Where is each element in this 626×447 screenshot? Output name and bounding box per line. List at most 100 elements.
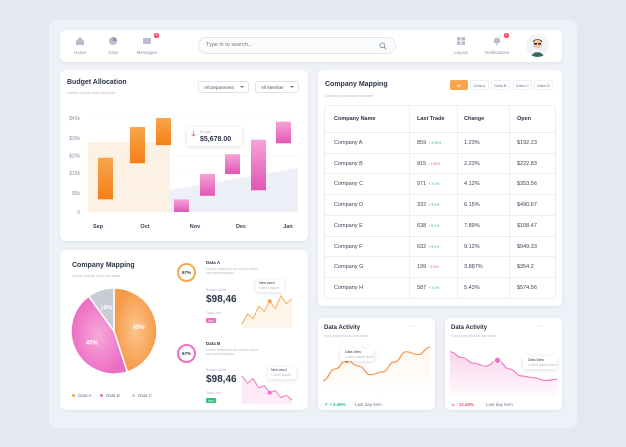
card-title: Company Mapping	[325, 81, 388, 88]
table-row[interactable]: Company G 199- 1.0% 3.887% $354.2	[325, 256, 555, 277]
sparkline-marker[interactable]	[267, 299, 272, 304]
company-name: Company B	[334, 160, 363, 167]
y-tick-label: $40k	[69, 116, 80, 122]
company-name: Company F	[334, 243, 363, 250]
data-b-tooltip-sub: Lorem ipsum	[271, 373, 292, 377]
table-row[interactable]: Company D 332 + 3.0% 6.15% $490.67	[325, 194, 555, 215]
table-row[interactable]: Company F 632 + 5.0% 9.12% $949.33	[325, 235, 555, 257]
tooltip-title: Data View	[345, 350, 361, 354]
more-options-icon[interactable]: ···	[538, 323, 543, 328]
last-trade-value: 587	[417, 284, 427, 291]
last-trade: 587 + 3.0%	[417, 285, 439, 291]
nav-layout[interactable]: Layout	[447, 36, 475, 55]
department-dropdown[interactable]: All Department	[198, 81, 249, 93]
column-divider	[457, 106, 458, 298]
search-icon[interactable]	[379, 42, 387, 50]
sparkline-marker[interactable]	[267, 390, 272, 395]
nav-home[interactable]: Home	[66, 36, 94, 55]
nav-chat[interactable]: Chat	[99, 36, 127, 55]
tab-data-d[interactable]: Data D	[534, 80, 553, 90]
activity-area	[450, 351, 557, 396]
nav-notifications[interactable]: 2 Notifications	[483, 33, 511, 55]
more-options-icon[interactable]: ···	[411, 323, 416, 328]
col-header-company[interactable]: Company Name	[334, 116, 376, 122]
last-trade: 199- 1.0%	[417, 264, 438, 270]
last-trade: 859 + 3.45%	[417, 140, 441, 146]
tab-all[interactable]: All	[450, 80, 468, 90]
last-trade-value: 199	[417, 264, 427, 271]
table-row[interactable]: Company E 638 + 6.1% 7.89% $108.47	[325, 214, 555, 236]
company-mapping-table-card: Company Mapping Lorem ipsum dolor sit am…	[318, 70, 562, 306]
data-a-value: $98,46	[206, 294, 237, 305]
activity-line-chart	[449, 351, 558, 396]
pie-slice[interactable]	[70, 295, 129, 375]
user-avatar-icon	[530, 39, 545, 57]
y-tick-label: $15k	[69, 171, 80, 177]
trend-up-badge: + 3.45%	[428, 141, 442, 145]
activity-tooltip: Data View Lorem ipsum dolor	[340, 348, 374, 361]
messages-badge: 5	[154, 33, 159, 38]
last-trade: 638 + 6.1%	[417, 223, 439, 229]
search-input[interactable]	[206, 42, 366, 48]
nav-messages[interactable]: 5 Messages	[133, 33, 161, 55]
legend-item-a[interactable]: Data A	[72, 393, 92, 398]
open-value: $354.2	[517, 264, 534, 271]
change-value: 9.12%	[464, 243, 480, 250]
budget-bar-pink[interactable]	[251, 139, 266, 191]
table-row[interactable]: Company C 971 + 4.1% 4.12% $353.56	[325, 173, 555, 194]
tooltip-value: $5,678.00	[200, 136, 232, 143]
activity-marker[interactable]	[493, 356, 502, 365]
tab-data-b[interactable]: Data B	[491, 80, 510, 90]
notifications-badge: 2	[504, 33, 509, 38]
data-a-total-label: Total Low	[206, 311, 221, 315]
data-a-tooltip-sub: Lorem ipsum	[259, 286, 280, 290]
sparkline-area	[242, 376, 292, 404]
arrow-down-icon	[191, 131, 196, 137]
data-b-sparkline	[241, 375, 293, 404]
trend-up-badge: + 5.0%	[428, 244, 440, 249]
table-row[interactable]: Company B 915- 1.05% 2.23% $222.83	[325, 152, 555, 174]
budget-bar-pink[interactable]	[200, 174, 215, 196]
trend-up-badge: + 6.1%	[428, 223, 440, 228]
tab-data-a[interactable]: Data A	[470, 80, 489, 90]
avatar[interactable]	[526, 34, 549, 57]
search-box[interactable]	[198, 37, 396, 54]
budget-bar-orange[interactable]	[98, 157, 113, 200]
card-subtitle: Lorem ipsum dolor sit amet	[325, 93, 374, 98]
budget-bar-pink[interactable]	[225, 154, 240, 175]
table-row[interactable]: Company A 859 + 3.45% 1.23% $192.23	[325, 132, 555, 153]
last-trade-value: 859	[417, 140, 427, 146]
data-a-description: Lorem imesshort foo shorts lorem sam per…	[206, 267, 259, 275]
open-value: $222.83	[517, 160, 537, 167]
chevron-down-icon	[290, 86, 294, 88]
legend-item-c[interactable]: Data C	[132, 393, 152, 398]
pie-slice-label: 10%	[100, 305, 113, 311]
y-tick-label: 0	[77, 210, 80, 216]
budget-bar-pink[interactable]	[276, 121, 291, 144]
company-name: Company A	[334, 140, 363, 146]
budget-bar-orange[interactable]	[130, 127, 145, 164]
table-row[interactable]: Company H 587 + 3.0% 5.43% $574.56	[325, 276, 555, 298]
pie-slice[interactable]	[87, 287, 115, 334]
col-header-last-trade[interactable]: Last Trade	[417, 116, 445, 122]
last-trade-value: 632	[417, 243, 427, 250]
pie-slice[interactable]	[113, 287, 158, 373]
legend-item-b[interactable]: Data B	[100, 393, 120, 398]
y-tick-label: $30k	[69, 136, 80, 142]
delta-value: + 3.49%	[329, 402, 346, 407]
sparkline-line	[241, 375, 293, 401]
tooltip-label: Budget	[200, 130, 212, 134]
budget-bar-pink[interactable]	[174, 199, 189, 212]
col-header-open[interactable]: Open	[517, 116, 532, 122]
tab-data-c[interactable]: Data C	[513, 80, 532, 90]
member-dropdown[interactable]: All Member	[255, 81, 299, 93]
col-header-change[interactable]: Change	[464, 116, 485, 122]
budget-tooltip: Budget $5,678.00	[187, 127, 242, 146]
last-trade-value: 332	[417, 202, 427, 209]
budget-bar-orange[interactable]	[156, 118, 171, 146]
legend-swatch	[72, 394, 75, 398]
tooltip-sub: Lorem ipsum dolor	[345, 355, 374, 359]
chart-pie-icon	[109, 37, 117, 45]
last-trade-value: 915	[417, 160, 427, 167]
grid-icon	[457, 37, 465, 45]
